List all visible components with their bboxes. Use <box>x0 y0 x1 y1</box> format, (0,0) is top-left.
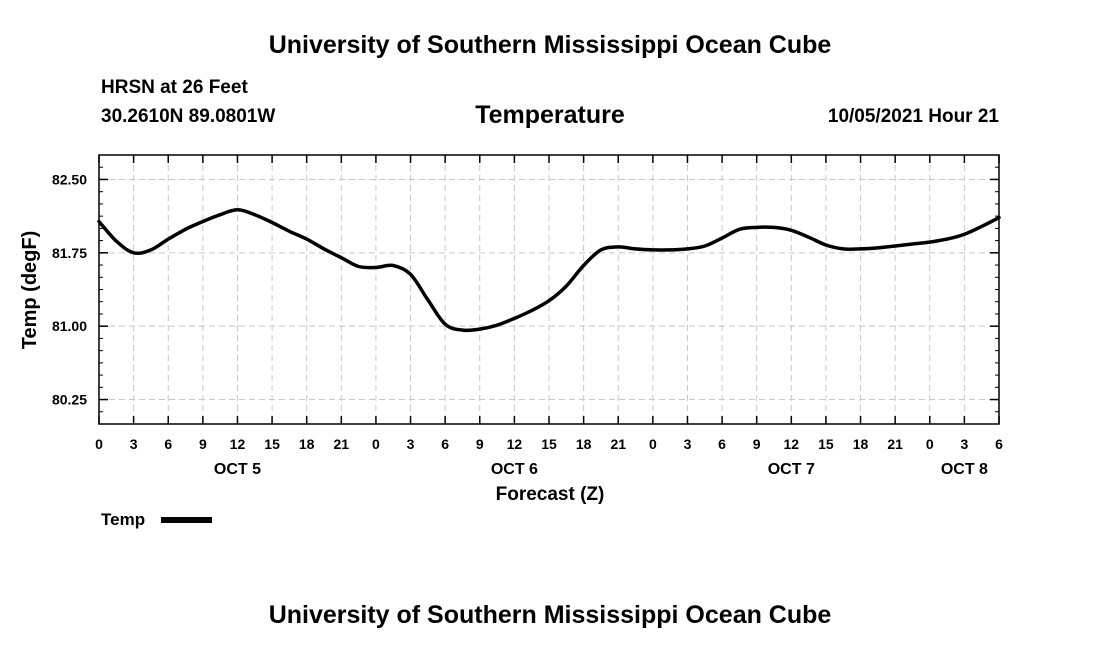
temp-series-line <box>97 208 1001 333</box>
x-tick-label: 18 <box>576 436 592 452</box>
day-label: OCT 6 <box>491 461 538 478</box>
forecast-timestamp: 10/05/2021 Hour 21 <box>827 106 999 127</box>
x-tick-label: 9 <box>199 436 207 452</box>
y-tick-label: 81.75 <box>52 245 87 261</box>
x-tick-label: 6 <box>164 436 172 452</box>
x-tick-label: 15 <box>818 436 834 452</box>
x-tick-label: 3 <box>407 436 415 452</box>
x-tick-label: 0 <box>95 436 103 452</box>
x-tick-label: 15 <box>541 436 557 452</box>
y-tick-label: 81.00 <box>52 318 87 334</box>
y-axis-label: Temp (degF) <box>19 231 41 350</box>
x-tick-label: 18 <box>853 436 869 452</box>
x-tick-label: 21 <box>334 436 350 452</box>
x-tick-label: 6 <box>995 436 1003 452</box>
x-tick-label: 3 <box>684 436 692 452</box>
x-axis-label: Forecast (Z) <box>496 484 605 505</box>
legend-label: Temp <box>101 510 145 529</box>
x-tick-label: 18 <box>299 436 315 452</box>
x-tick-label: 9 <box>476 436 484 452</box>
axis-ticks <box>98 154 1000 425</box>
x-tick-labels: 0 3 6 9 12 15 18 21 0 3 6 9 12 15 18 21 0 3 6 9 12 15 18 21 0 3 6 <box>95 436 1003 452</box>
day-label: OCT 8 <box>941 461 988 478</box>
x-tick-label: 3 <box>960 436 968 452</box>
x-tick-label: 21 <box>887 436 903 452</box>
x-tick-label: 0 <box>372 436 380 452</box>
x-tick-label: 6 <box>718 436 726 452</box>
station-label: HRSN at 26 Feet <box>101 77 248 98</box>
x-tick-label: 0 <box>926 436 934 452</box>
y-tick-label: 80.25 <box>52 392 87 408</box>
x-tick-label: 12 <box>784 436 800 452</box>
x-tick-label: 12 <box>507 436 523 452</box>
day-label: OCT 7 <box>768 461 815 478</box>
day-label: OCT 5 <box>214 461 261 478</box>
x-tick-label: 15 <box>264 436 280 452</box>
y-tick-labels: 80.25 81.00 81.75 82.50 <box>52 171 87 407</box>
x-tick-label: 6 <box>441 436 449 452</box>
x-tick-label: 3 <box>130 436 138 452</box>
x-tick-label: 0 <box>649 436 657 452</box>
x-tick-label: 12 <box>230 436 246 452</box>
day-labels: OCT 5 OCT 6 OCT 7 OCT 8 <box>214 461 988 478</box>
legend-line-swatch <box>161 517 212 523</box>
y-tick-label: 82.50 <box>52 171 87 187</box>
chart-subtitle: Temperature <box>475 101 625 129</box>
chart-title-top: University of Southern Mississippi Ocean… <box>268 31 832 59</box>
gridlines <box>99 155 999 424</box>
x-tick-label: 21 <box>610 436 626 452</box>
chart-title-bottom: University of Southern Mississippi Ocean… <box>268 601 832 629</box>
x-tick-label: 9 <box>753 436 761 452</box>
station-coordinates: 30.2610N 89.0801W <box>101 106 276 127</box>
plot-frame <box>98 154 1000 425</box>
